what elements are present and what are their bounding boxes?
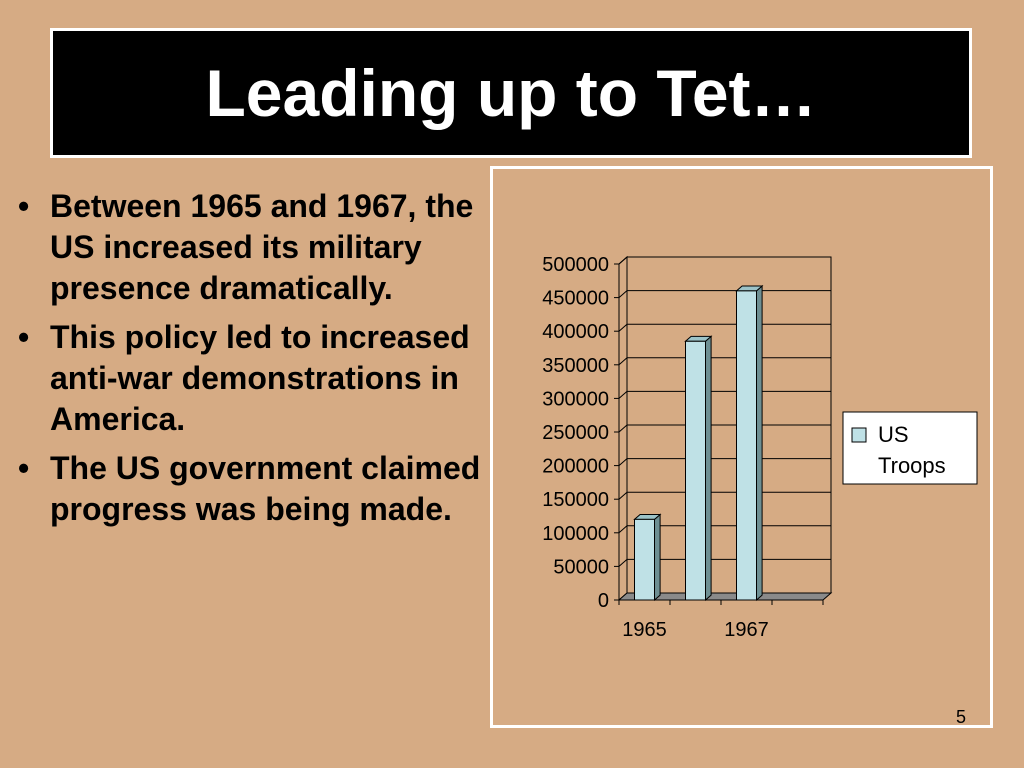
bar-side [756,284,763,602]
bar [634,518,655,601]
bullet-marker: • [18,188,30,224]
y-tick-label: 250000 [542,422,609,444]
gridline-side [618,290,628,298]
page-number: 5 [955,707,966,727]
title-banner: Leading up to Tet… [50,28,972,158]
slide-title: Leading up to Tet… [205,56,817,130]
y-tick-label: 150000 [542,489,609,511]
gridline-side [618,559,628,567]
y-tick-label: 100000 [542,523,609,545]
y-tick-label: 200000 [542,456,609,478]
chart-frame: 0 50000 100000 150000 200000 250000 300000 3500… [490,166,993,728]
bullet-item: • Between 1965 and 1967, the US increased… [14,186,494,309]
x-tick-label: 1965 [622,619,667,641]
y-tick-label: 350000 [542,355,609,377]
gridline-side [618,357,628,366]
y-tick-label: 500000 [542,254,609,276]
gridline-side [618,458,628,466]
troop-bar-chart: 0 50000 100000 150000 200000 250000 300000 3500… [542,254,978,641]
bullet-item: • The US government claimed progress was … [14,448,494,530]
bullet-marker: • [18,319,30,355]
y-tick-label: 300000 [542,388,609,410]
y-tick-label: 0 [598,590,609,612]
y-tick-label: 450000 [542,288,609,310]
bullet-text: This policy led to increased anti-war de… [50,319,470,437]
bullet-text: Between 1965 and 1967, the US increased … [50,188,474,306]
legend-box [842,411,978,485]
bullet-text: The US government claimed progress was b… [50,450,481,527]
bar-side [705,335,712,602]
gridline-side [618,424,628,433]
legend-label: US [878,422,909,447]
legend-swatch [851,427,867,443]
gridline-side [618,491,628,500]
bullet-list: • Between 1965 and 1967, the US increased… [14,186,494,538]
bullet-item: • This policy led to increased anti-war d… [14,317,494,440]
bar-side [654,513,661,602]
gridline-side [618,256,628,265]
legend-label: Troops [878,453,946,478]
bullet-marker: • [18,450,30,486]
bar [736,290,757,601]
y-tick-label: 50000 [553,556,609,578]
y-tick-label: 400000 [542,321,609,343]
gridline-side [618,525,628,534]
bar [685,340,706,601]
gridline-side [618,391,628,399]
x-tick-label: 1967 [724,619,769,641]
gridline-side [618,323,628,332]
